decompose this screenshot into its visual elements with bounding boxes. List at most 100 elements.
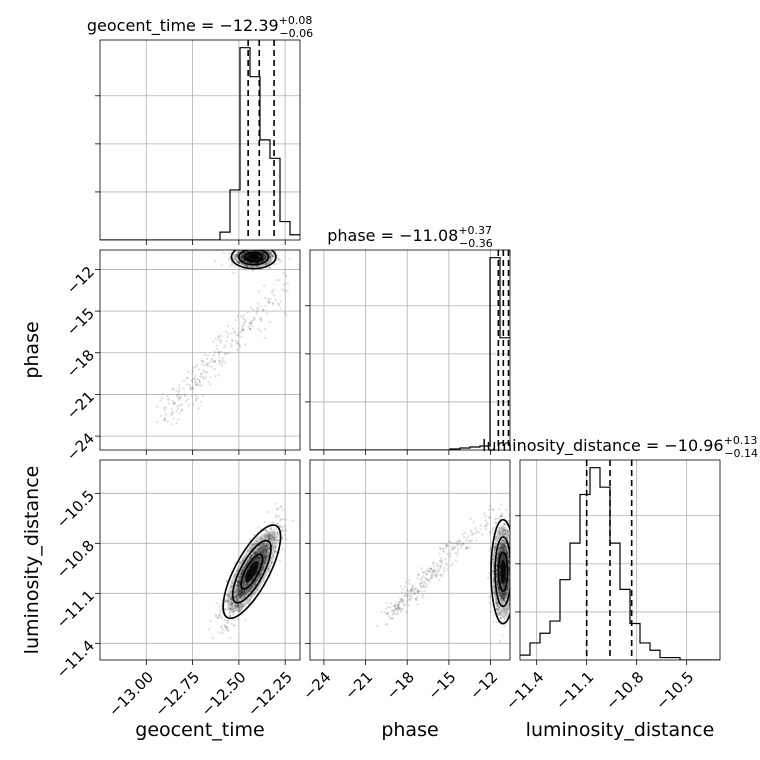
scatter-point (257, 559, 261, 562)
scatter-point (237, 580, 241, 584)
scatter-point (241, 328, 244, 331)
scatter-point (500, 556, 503, 559)
scatter-point (246, 246, 248, 248)
scatter-point (408, 582, 411, 585)
scatter-point (238, 581, 241, 585)
scatter-point (169, 413, 172, 416)
scatter-point (234, 596, 237, 600)
scatter-point (238, 596, 242, 599)
scatter-point (226, 608, 229, 611)
scatter-point (284, 274, 288, 278)
scatter-point (243, 251, 246, 254)
scatter-point (225, 580, 228, 583)
x-tick-label: −24 (300, 668, 335, 703)
scatter-point (495, 564, 499, 567)
scatter-point (257, 246, 259, 248)
scatter-point (413, 587, 417, 591)
scatter-point (236, 251, 240, 254)
scatter-point (252, 246, 254, 248)
scatter-point (252, 559, 256, 562)
scatter-point (504, 611, 508, 614)
scatter-point (262, 253, 266, 256)
scatter-point (237, 580, 240, 584)
scatter-point (231, 604, 234, 608)
scatter-point (502, 583, 505, 586)
density-fill-core (245, 560, 259, 583)
scatter-point (251, 261, 254, 265)
scatter-point (247, 261, 250, 264)
scatter-point (251, 585, 255, 588)
scatter-point (259, 536, 262, 540)
scatter-point (502, 533, 505, 536)
scatter-point (238, 589, 241, 592)
scatter-point (265, 255, 268, 258)
scatter-point (237, 262, 240, 265)
scatter-point (232, 254, 236, 258)
scatter-point (252, 560, 255, 563)
scatter-point (259, 573, 262, 576)
scatter-point (267, 546, 270, 550)
scatter-point (439, 559, 442, 563)
scatter-point (507, 579, 510, 582)
scatter-point (501, 557, 505, 560)
scatter-point (194, 397, 198, 401)
scatter-point (264, 256, 268, 260)
scatter-point (492, 577, 495, 581)
scatter-point (241, 568, 244, 571)
scatter-point (220, 361, 224, 364)
scatter-point (263, 258, 267, 261)
scatter-point (238, 586, 241, 589)
scatter-point (497, 587, 500, 590)
scatter-point (503, 542, 506, 545)
scatter-point (252, 533, 256, 537)
scatter-point (243, 580, 246, 583)
scatter-point (498, 640, 502, 643)
scatter-point (248, 588, 252, 591)
scatter-point (239, 591, 242, 594)
scatter-point (275, 531, 278, 534)
scatter-point (407, 603, 410, 607)
scatter-point (435, 562, 439, 565)
scatter-point (238, 580, 241, 584)
scatter-point (266, 547, 269, 550)
scatter-point (458, 539, 461, 542)
scatter-point (498, 607, 501, 610)
scatter-point (262, 251, 265, 255)
scatter-point (235, 342, 239, 346)
scatter-point (266, 548, 269, 552)
scatter-point (249, 321, 253, 324)
scatter-point (259, 557, 263, 560)
scatter-point (273, 530, 277, 534)
scatter-point (510, 584, 512, 586)
scatter-point (410, 589, 413, 592)
scatter-point (281, 508, 284, 512)
scatter-point (238, 603, 241, 606)
scatter-point (281, 529, 284, 532)
scatter-point (248, 244, 250, 246)
scatter-point (407, 590, 410, 593)
scatter-point (430, 567, 433, 571)
scatter-point (216, 616, 220, 620)
scatter-point (262, 549, 266, 553)
scatter-point (236, 342, 240, 345)
scatter-point (497, 613, 500, 617)
scatter-point (271, 301, 274, 305)
scatter-point (284, 518, 287, 521)
scatter-point (217, 350, 220, 354)
scatter-point (501, 594, 504, 597)
scatter-point (260, 251, 263, 255)
scatter-point (260, 571, 263, 574)
scatter-point (404, 581, 408, 584)
scatter-point (283, 289, 287, 292)
scatter-point (175, 389, 178, 393)
scatter-point (241, 254, 244, 257)
scatter-point (237, 575, 241, 578)
scatter-point (236, 605, 239, 608)
scatter-point (271, 536, 275, 539)
scatter-point (501, 527, 504, 531)
scatter-point (391, 617, 394, 620)
scatter-point (505, 535, 508, 539)
scatter-point (242, 581, 245, 584)
scatter-point (246, 559, 249, 562)
y-tick-label: −12 (63, 263, 98, 298)
